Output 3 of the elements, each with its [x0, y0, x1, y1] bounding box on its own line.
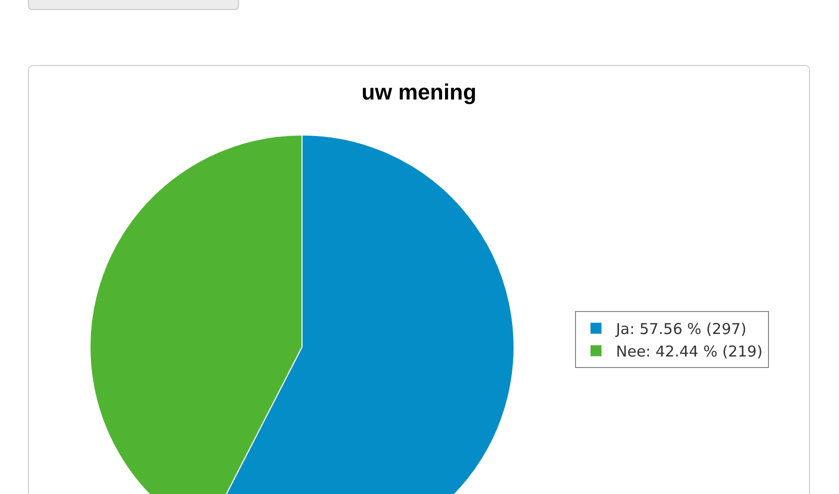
- chart-title: uw mening: [362, 80, 476, 105]
- legend-label: Ja: 57.56 % (297): [615, 320, 747, 338]
- legend-label: Nee: 42.44 % (219): [616, 342, 763, 361]
